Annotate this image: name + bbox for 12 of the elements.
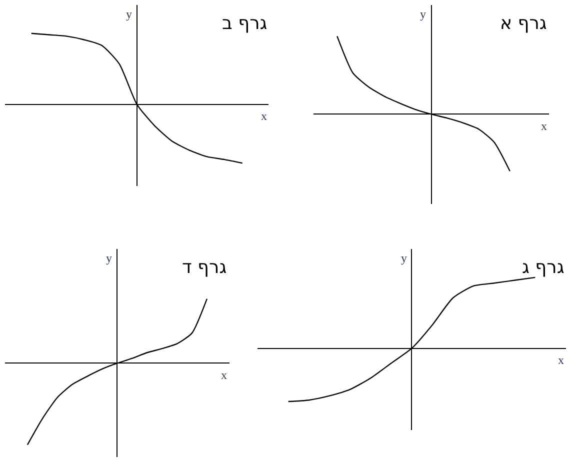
- chart-title: גרף ד: [182, 257, 227, 278]
- chart-title: גרף ג: [522, 257, 564, 278]
- chart-title: גרף א: [500, 13, 547, 34]
- x-axis-title: x: [558, 353, 564, 367]
- y-axis-title: y: [420, 7, 426, 21]
- x-axis-title: x: [221, 368, 227, 382]
- x-axis-title: x: [261, 109, 267, 123]
- chart-title: גרף ב: [222, 13, 268, 34]
- y-axis-title: y: [106, 251, 112, 265]
- x-axis-title: x: [541, 119, 547, 133]
- y-axis-title: y: [126, 7, 132, 21]
- y-axis-title: y: [401, 251, 407, 265]
